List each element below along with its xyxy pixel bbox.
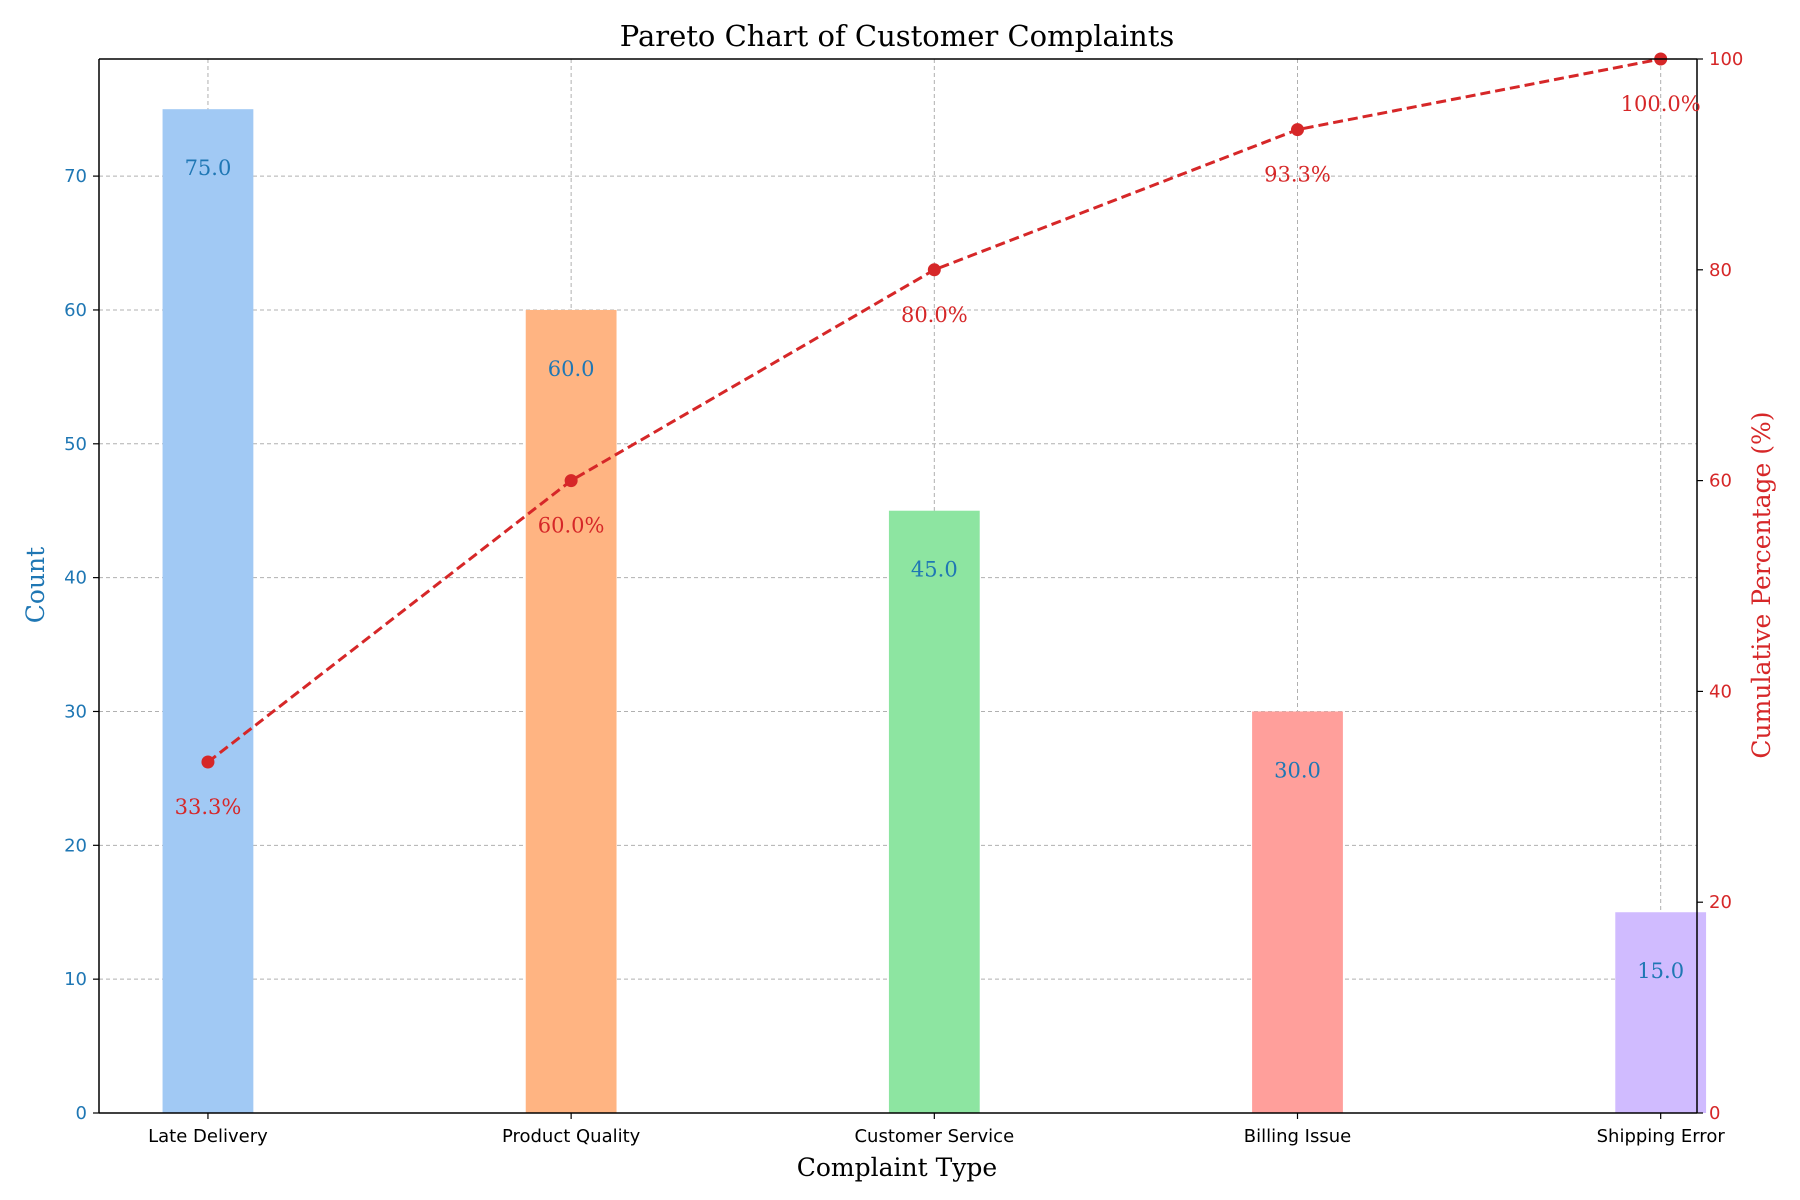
bar-4 bbox=[1615, 912, 1707, 1113]
data-labels: 75.0 60.0 45.0 30.0 15.0 33.3% 60.0% 80.0% 93.3%… bbox=[175, 92, 1701, 983]
y2-tick-label-3: 60 bbox=[1709, 471, 1732, 492]
bar-value-label-2: 45.0 bbox=[911, 558, 958, 582]
cumulative-line-series bbox=[201, 52, 1668, 769]
x-tick-label-0: Late Delivery bbox=[148, 1126, 268, 1147]
bar-value-label-1: 60.0 bbox=[548, 357, 595, 381]
bar-2 bbox=[888, 510, 980, 1113]
y-tick-label-0: 0 bbox=[76, 1103, 87, 1124]
y-tick-label-1: 10 bbox=[64, 969, 87, 990]
bar-value-label-3: 30.0 bbox=[1274, 758, 1321, 782]
y-tick-label-6: 60 bbox=[64, 300, 87, 321]
cumulative-value-label-2: 80.0% bbox=[901, 303, 968, 327]
cumulative-point-1 bbox=[564, 474, 578, 488]
y-axis-label: Count bbox=[21, 547, 50, 623]
cumulative-value-label-4: 100.0% bbox=[1621, 92, 1701, 116]
bar-value-label-0: 75.0 bbox=[185, 156, 232, 180]
x-tick-label-1: Product Quality bbox=[502, 1126, 641, 1147]
cumulative-value-label-3: 93.3% bbox=[1264, 163, 1331, 187]
bar-series bbox=[162, 109, 1707, 1113]
cumulative-point-0 bbox=[201, 755, 215, 769]
chart-title: Pareto Chart of Customer Complaints bbox=[620, 19, 1175, 53]
y-tick-label-4: 40 bbox=[64, 568, 87, 589]
y2-tick-label-4: 80 bbox=[1709, 260, 1732, 281]
bar-value-label-4: 15.0 bbox=[1637, 959, 1684, 983]
cumulative-value-label-1: 60.0% bbox=[538, 514, 605, 538]
x-tick-label-3: Billing Issue bbox=[1244, 1126, 1351, 1147]
x-tick-label-4: Shipping Error bbox=[1597, 1126, 1726, 1147]
x-tick-label-2: Customer Service bbox=[854, 1126, 1014, 1147]
axes: 0 10 20 30 40 50 60 70 0 20 40 60 80 100 Late Delivery… bbox=[64, 49, 1743, 1147]
y2-tick-label-5: 100 bbox=[1709, 49, 1743, 70]
y-tick-label-5: 50 bbox=[64, 434, 87, 455]
bar-0 bbox=[162, 109, 254, 1113]
y2-axis-label: Cumulative Percentage (%) bbox=[1747, 411, 1776, 758]
bar-1 bbox=[525, 309, 617, 1113]
y-tick-label-2: 20 bbox=[64, 835, 87, 856]
y2-tick-label-1: 20 bbox=[1709, 892, 1732, 913]
y2-tick-label-0: 0 bbox=[1709, 1103, 1720, 1124]
bar-3 bbox=[1252, 711, 1343, 1113]
y2-tick-label-2: 40 bbox=[1709, 681, 1732, 702]
cumulative-value-label-0: 33.3% bbox=[175, 795, 242, 819]
y-tick-label-7: 70 bbox=[64, 166, 87, 187]
cumulative-point-2 bbox=[927, 263, 941, 277]
y-tick-label-3: 30 bbox=[64, 701, 87, 722]
cumulative-point-3 bbox=[1291, 123, 1304, 137]
x-axis-label: Complaint Type bbox=[797, 1153, 997, 1182]
